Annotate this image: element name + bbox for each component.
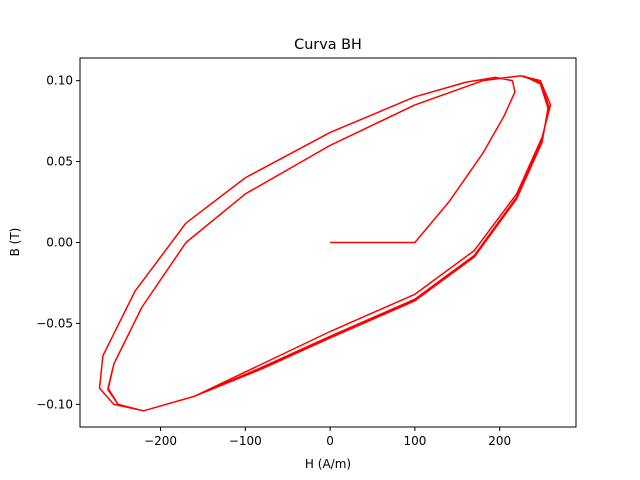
x-tick-label: −100 (229, 434, 262, 448)
x-tick-label: −200 (144, 434, 177, 448)
y-tick-label: 0.10 (46, 74, 73, 88)
x-tick-label: 200 (488, 434, 511, 448)
y-axis-ticks: −0.10 −0.05 0.00 0.05 0.10 (36, 74, 80, 411)
bh-series-line-0 (98, 75, 552, 412)
plot-area (79, 57, 577, 428)
x-tick-label: 100 (403, 434, 426, 448)
x-axis-ticks: −200 −100 0 100 200 (144, 427, 511, 448)
y-axis-label: B (T) (8, 228, 22, 257)
y-tick-label: 0.00 (46, 236, 73, 250)
plot-frame (79, 57, 577, 428)
x-axis-label: H (A/m) (305, 457, 351, 471)
y-tick-label: 0.05 (46, 155, 73, 169)
x-tick-label: 0 (326, 434, 334, 448)
y-tick-label: −0.10 (36, 397, 73, 411)
y-tick-label: −0.05 (36, 316, 73, 330)
series-layer (98, 75, 552, 412)
chart-title: Curva BH (294, 37, 362, 53)
